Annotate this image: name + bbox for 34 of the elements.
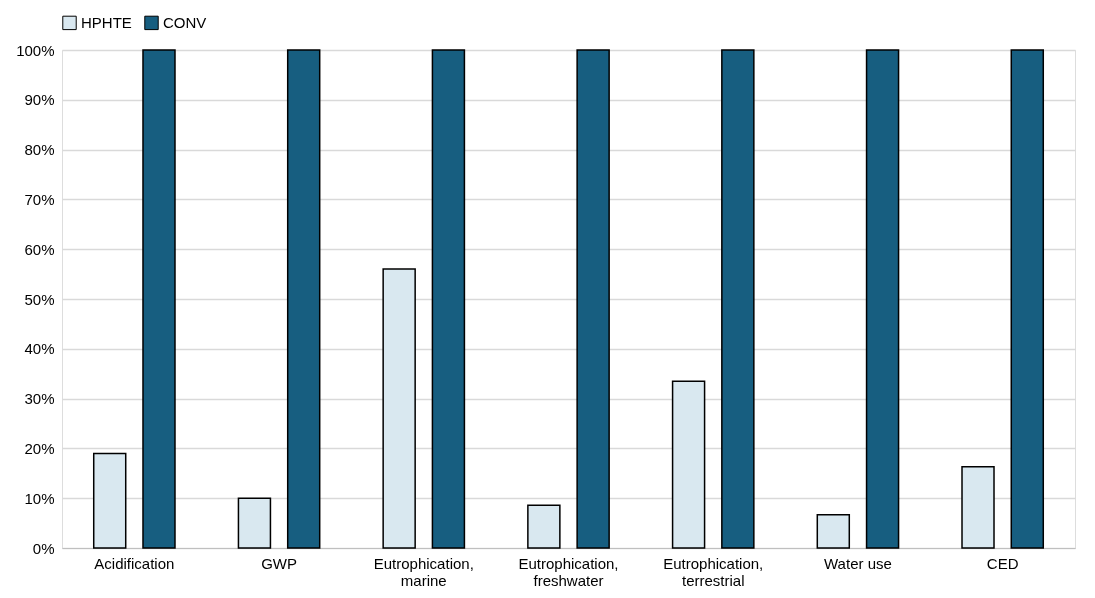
bar bbox=[142, 49, 176, 549]
bar bbox=[237, 497, 272, 549]
y-tick-label: 10% bbox=[24, 489, 55, 507]
bar bbox=[286, 49, 321, 549]
x-tick-label: Eutrophication, marine bbox=[373, 554, 474, 589]
x-tick-label: Eutrophication, terrestrial bbox=[663, 554, 764, 589]
bar bbox=[865, 49, 900, 549]
bar bbox=[431, 49, 466, 549]
x-tick-label: Eutrophication, freshwater bbox=[518, 554, 619, 589]
x-tick-label: Water use bbox=[824, 554, 892, 572]
y-tick-label: 100% bbox=[16, 41, 55, 59]
y-tick-label: 60% bbox=[24, 240, 55, 258]
bar bbox=[816, 513, 851, 549]
legend-label: HPHTE bbox=[81, 13, 132, 31]
y-tick-label: 40% bbox=[24, 340, 55, 358]
bar bbox=[671, 380, 706, 549]
y-tick-label: 80% bbox=[24, 141, 55, 159]
bar bbox=[721, 49, 755, 549]
y-tick-label: 30% bbox=[24, 390, 55, 408]
x-tick-label: GWP bbox=[261, 554, 297, 572]
y-tick-label: 70% bbox=[24, 190, 55, 208]
bar bbox=[527, 504, 561, 549]
x-tick-label: CED bbox=[986, 554, 1019, 572]
bar bbox=[382, 268, 416, 549]
y-tick-label: 50% bbox=[24, 290, 55, 308]
y-tick-label: 20% bbox=[24, 439, 55, 457]
bar bbox=[1010, 49, 1045, 549]
bar bbox=[576, 49, 610, 549]
legend-label: CONV bbox=[163, 13, 207, 31]
bar bbox=[961, 466, 995, 549]
y-tick-label: 90% bbox=[24, 91, 55, 109]
y-tick-label: 0% bbox=[32, 539, 55, 557]
bar bbox=[92, 452, 127, 549]
x-tick-label: Acidification bbox=[94, 554, 175, 572]
